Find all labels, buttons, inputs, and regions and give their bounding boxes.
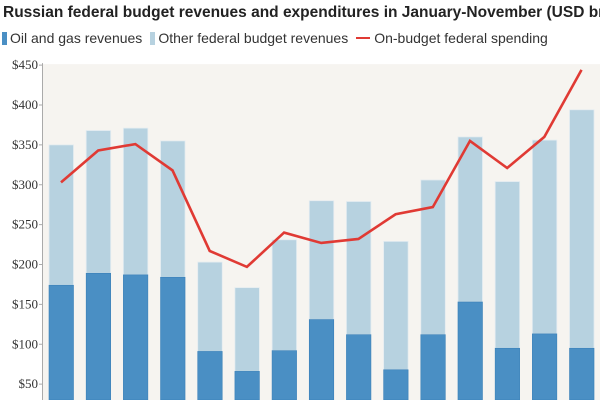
bar-oil-gas-revenues <box>123 274 149 400</box>
bar-oil-gas-revenues <box>494 347 520 400</box>
legend-swatch-oil-gas <box>2 31 7 45</box>
legend-label: Oil and gas revenues <box>10 30 143 46</box>
y-tick-label: $200 <box>12 257 38 272</box>
bar-other-revenues <box>531 139 558 335</box>
y-tick-label: $450 <box>12 57 38 72</box>
bar-other-revenues <box>271 239 297 352</box>
y-tick-label: $150 <box>12 296 38 311</box>
bar-other-revenues <box>420 179 446 336</box>
y-tick-label: $250 <box>12 217 38 232</box>
bar-other-revenues <box>48 144 74 286</box>
bar-oil-gas-revenues <box>457 301 483 400</box>
bar-oil-gas-revenues <box>346 334 372 400</box>
y-tick-label: $50 <box>19 376 39 391</box>
bar-other-revenues <box>308 200 335 320</box>
bar-other-revenues <box>569 109 595 349</box>
bar-oil-gas-revenues <box>532 333 558 400</box>
bar-other-revenues <box>85 130 112 274</box>
bar-other-revenues <box>234 287 260 372</box>
y-tick-label: $300 <box>12 177 38 192</box>
bar-oil-gas-revenues <box>234 371 260 400</box>
legend-label: On-budget federal spending <box>374 30 548 46</box>
bar-other-revenues <box>494 181 521 349</box>
bar-other-revenues <box>160 140 186 278</box>
legend-line-spending <box>356 37 371 39</box>
bar-oil-gas-revenues <box>48 284 74 400</box>
bar-other-revenues <box>197 261 223 352</box>
legend-item-other: Other federal budget revenues <box>150 30 348 46</box>
bar-oil-gas-revenues <box>308 319 335 400</box>
legend-item-oil-gas: Oil and gas revenues <box>2 30 142 46</box>
legend-item-spending: On-budget federal spending <box>356 30 548 46</box>
bar-oil-gas-revenues <box>271 350 297 400</box>
legend: Oil and gas revenues Other federal budge… <box>2 30 556 46</box>
bar-oil-gas-revenues <box>85 272 111 400</box>
legend-label: Other federal budget revenues <box>158 30 349 46</box>
bar-oil-gas-revenues <box>420 334 446 400</box>
legend-swatch-other <box>150 31 156 45</box>
y-tick-label: $350 <box>12 137 38 152</box>
bar-oil-gas-revenues <box>160 276 186 400</box>
bar-other-revenues <box>457 136 483 303</box>
y-tick-label: $100 <box>12 336 38 351</box>
bar-oil-gas-revenues <box>569 347 595 400</box>
y-tick-label: $400 <box>12 97 38 112</box>
chart-title: Russian federal budget revenues and expe… <box>3 4 600 21</box>
bar-oil-gas-revenues <box>197 351 223 400</box>
bar-other-revenues <box>383 240 409 371</box>
bar-oil-gas-revenues <box>383 369 409 400</box>
bar-other-revenues <box>346 201 372 336</box>
